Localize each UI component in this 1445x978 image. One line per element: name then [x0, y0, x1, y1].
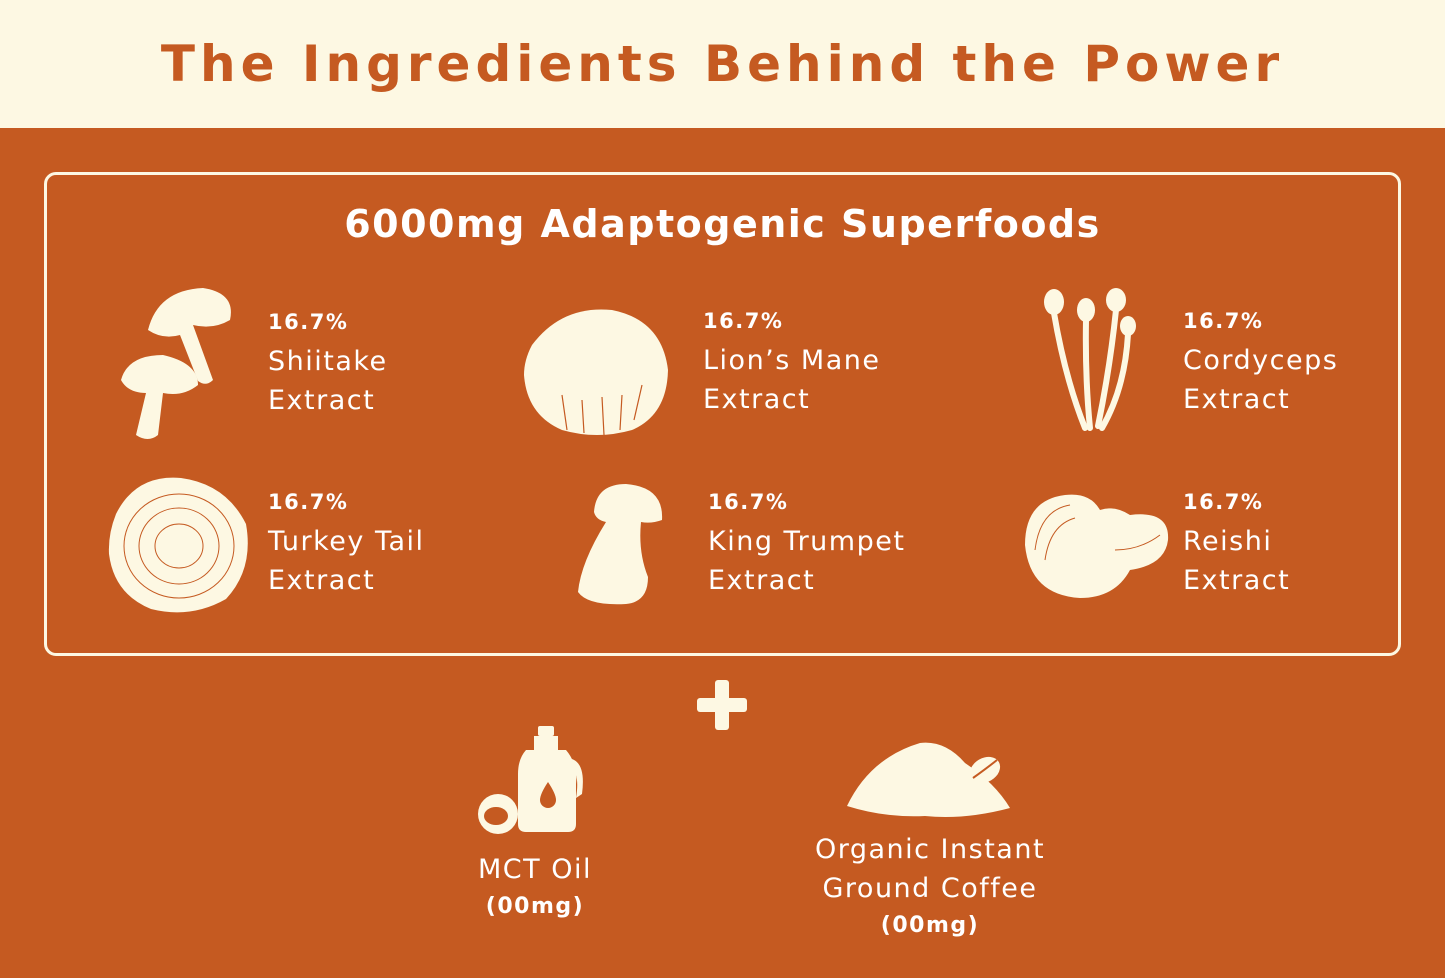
ingredient-type: Extract: [1183, 565, 1291, 596]
ingredient-name: Turkey Tail: [268, 526, 425, 557]
ingredient-type: Extract: [708, 565, 816, 596]
ingredient-name: Lion’s Mane: [703, 345, 881, 376]
ingredient-percent: 16.7%: [703, 309, 784, 333]
ingredient-name: King Trumpet: [708, 526, 906, 557]
page-title: The Ingredients Behind the Power: [160, 35, 1285, 93]
ingredient-name: Reishi: [1183, 526, 1273, 557]
coffee-powder-icon: [847, 742, 1010, 817]
ingredient-name: Cordyceps: [1183, 345, 1339, 376]
ingredient-lions-mane: 16.7% Lion’s Mane Extract: [703, 309, 880, 419]
ingredient-turkey-tail: 16.7% Turkey Tail Extract: [268, 490, 425, 600]
mct-oil-icon: [478, 726, 583, 834]
shiitake-icon: [121, 288, 231, 439]
extra-name: Organic Instant: [814, 834, 1046, 865]
extra-name: MCT Oil: [478, 854, 592, 885]
extra-name-line2: Ground Coffee: [822, 873, 1038, 904]
ingredient-percent: 16.7%: [1183, 490, 1264, 514]
ingredient-name: Shiitake: [268, 346, 388, 377]
lions-mane-icon: [524, 309, 668, 436]
cordyceps-icon: [1044, 288, 1136, 431]
king-trumpet-icon: [578, 484, 663, 605]
ingredient-shiitake: 16.7% Shiitake Extract: [268, 310, 388, 420]
extra-coffee: Organic Instant Ground Coffee (00mg): [780, 830, 1080, 944]
extra-mct-oil: MCT Oil (00mg): [435, 850, 635, 925]
ingredient-reishi: 16.7% Reishi Extract: [1183, 490, 1290, 600]
ingredient-type: Extract: [268, 385, 376, 416]
plus-icon: [697, 680, 747, 730]
ingredient-percent: 16.7%: [268, 310, 349, 334]
superfoods-title: 6000mg Adaptogenic Superfoods: [344, 202, 1101, 246]
ingredient-cordyceps: 16.7% Cordyceps Extract: [1183, 309, 1338, 419]
ingredient-percent: 16.7%: [1183, 309, 1264, 333]
ingredient-king-trumpet: 16.7% King Trumpet Extract: [708, 490, 905, 600]
ingredient-type: Extract: [268, 565, 376, 596]
superfoods-panel: [44, 172, 1401, 656]
extra-amount: (00mg): [880, 913, 980, 938]
ingredient-type: Extract: [703, 384, 811, 415]
header-banner: The Ingredients Behind the Power: [0, 0, 1445, 128]
extra-amount: (00mg): [485, 894, 585, 919]
turkey-tail-icon: [108, 477, 248, 613]
reishi-icon: [1025, 494, 1169, 598]
ingredient-percent: 16.7%: [708, 490, 789, 514]
ingredient-type: Extract: [1183, 384, 1291, 415]
ingredient-percent: 16.7%: [268, 490, 349, 514]
